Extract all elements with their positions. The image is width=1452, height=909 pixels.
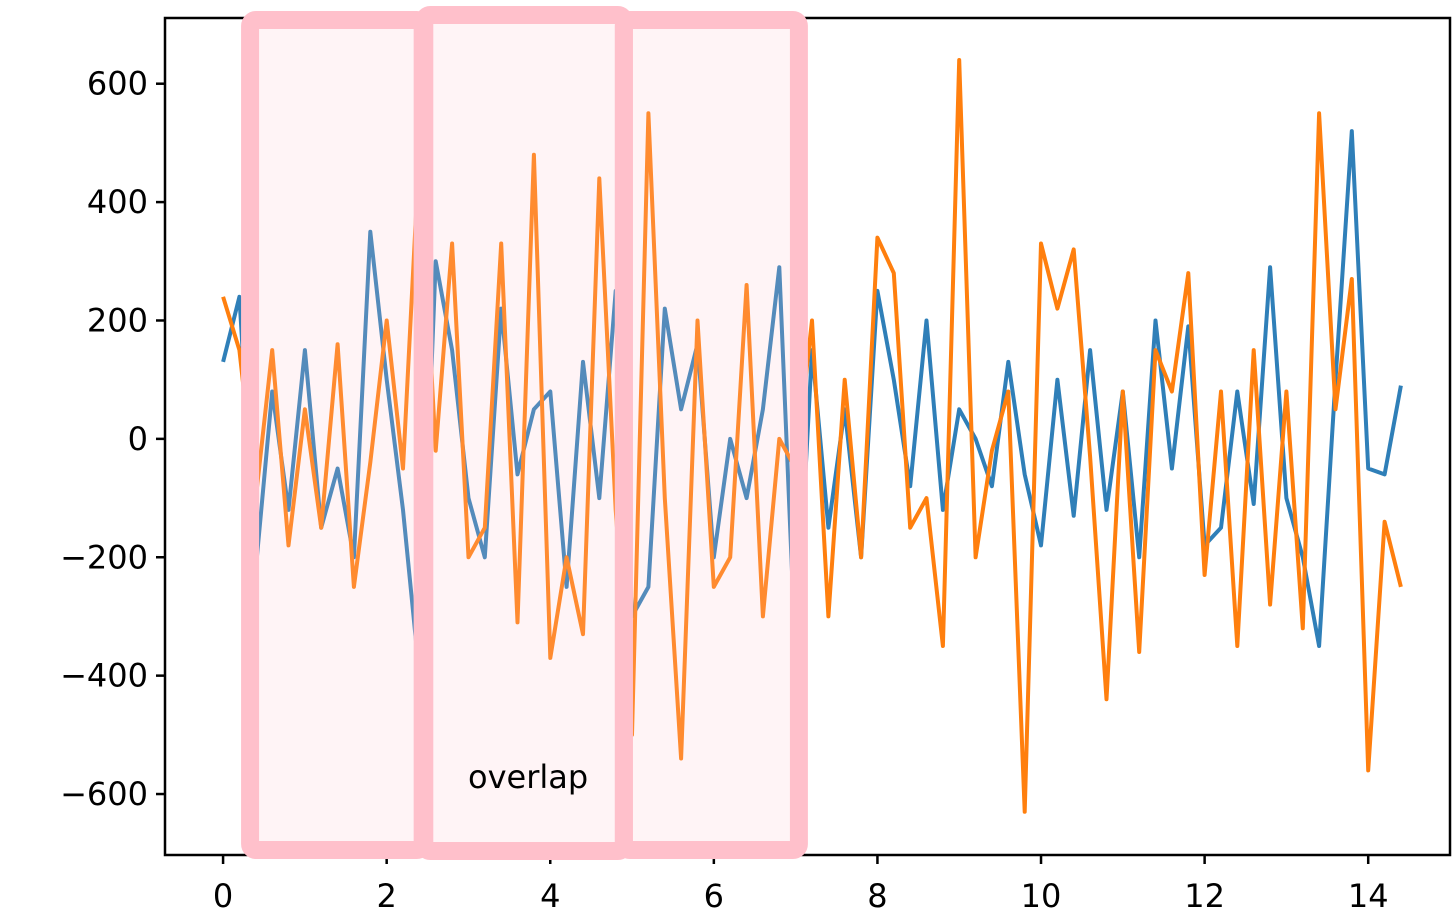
y-tick-label: 200: [87, 301, 148, 339]
y-tick-label: 400: [87, 183, 148, 221]
y-tick-label: −400: [60, 657, 148, 695]
annotation: overlap: [468, 758, 588, 796]
x-tick-label: 4: [540, 877, 560, 909]
x-tick-label: 0: [213, 877, 233, 909]
window: [614, 11, 808, 859]
x-tick-label: 8: [867, 877, 887, 909]
x-tick-label: 2: [376, 877, 396, 909]
window: [241, 11, 432, 859]
y-tick-label: 0: [128, 420, 148, 458]
x-tick-label: 6: [704, 877, 724, 909]
y-tick-label: −200: [60, 538, 148, 576]
x-tick-label: 12: [1184, 877, 1225, 909]
plot-frame: [163, 16, 1452, 857]
window: [415, 6, 633, 860]
y-tick-label: −600: [60, 775, 148, 813]
x-tick-label: 10: [1021, 877, 1062, 909]
y-tick-label: 600: [87, 65, 148, 103]
x-tick-label: 14: [1348, 877, 1389, 909]
